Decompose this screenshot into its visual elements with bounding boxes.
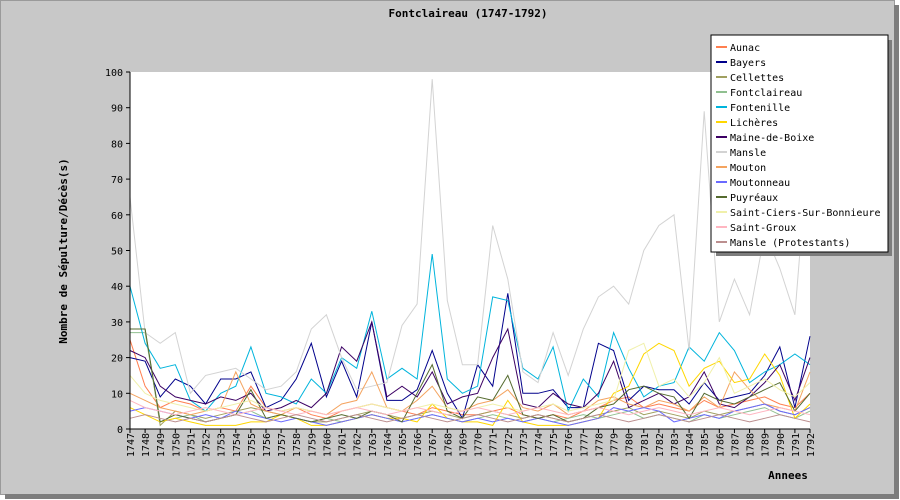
legend-label: Puyréaux — [730, 192, 778, 204]
legend-label: Lichères — [730, 117, 778, 129]
y-axis: 0 10 20 30 40 50 60 70 80 90 100 — [105, 68, 130, 436]
frame-shadow-bottom — [5, 494, 899, 499]
y-tick-label: 0 — [117, 425, 123, 436]
x-tick-label: 1751 — [186, 433, 197, 457]
series-line-saint-groux — [129, 399, 811, 416]
y-tick-label: 30 — [111, 318, 123, 329]
x-tick-label: 1754 — [232, 433, 243, 457]
x-tick-label: 1760 — [322, 433, 333, 457]
legend-label: Maine-de-Boixe — [730, 133, 814, 144]
legend-label: Mansle (Protestants) — [730, 238, 850, 249]
x-tick-label: 1763 — [368, 433, 379, 457]
x-tick-label: 1750 — [171, 433, 182, 457]
legend-label: Cellettes — [730, 73, 784, 84]
x-tick-label: 1776 — [564, 433, 575, 457]
x-tick-label: 1791 — [791, 433, 802, 457]
legend-label: Fontclaireau — [730, 88, 802, 99]
legend-label: Moutonneau — [730, 178, 790, 189]
series-line-mansle — [129, 79, 811, 395]
legend-box — [710, 34, 889, 253]
y-tick-label: 40 — [111, 282, 123, 293]
x-tick-label: 1749 — [156, 433, 167, 457]
legend-label: Aunac — [730, 43, 760, 54]
x-tick-label: 1778 — [594, 433, 605, 457]
x-tick-label: 1762 — [353, 433, 364, 457]
x-tick-label: 1792 — [806, 433, 817, 457]
x-tick-label: 1790 — [776, 433, 787, 457]
series-line-bayers — [129, 293, 811, 420]
legend-label: Mouton — [730, 163, 766, 174]
frame-shadow-right — [894, 5, 899, 499]
x-tick-label: 1770 — [474, 433, 485, 457]
series-line-maine-de-boixe — [129, 320, 811, 412]
x-tick-label: 1752 — [202, 433, 213, 457]
x-tick-label: 1757 — [277, 433, 288, 457]
y-tick-label: 100 — [105, 68, 123, 79]
x-tick-label: 1766 — [413, 433, 424, 457]
x-tick-label: 1765 — [398, 433, 409, 457]
y-tick-label: 50 — [111, 247, 123, 258]
y-tick-label: 80 — [111, 139, 123, 150]
x-tick-label: 1758 — [292, 433, 303, 457]
x-tick-label: 1771 — [489, 433, 500, 457]
series-line-fontenille — [129, 254, 811, 413]
legend-label: Saint-Ciers-Sur-Bonnieure — [730, 208, 881, 219]
x-tick-label: 1785 — [700, 433, 711, 457]
series-line-mansle-protestants — [129, 414, 811, 423]
series-line-licheres — [129, 342, 811, 426]
y-tick-label: 70 — [111, 175, 123, 186]
legend-label: Saint-Groux — [730, 223, 796, 234]
x-tick-label: 1781 — [640, 433, 651, 457]
x-tick-label: 1788 — [746, 433, 757, 457]
x-tick-label: 1774 — [534, 433, 545, 457]
x-tick-label: 1775 — [549, 433, 560, 457]
x-tick-label: 1779 — [610, 433, 621, 457]
legend-items: Aunac Bayers Cellettes Fontclaireau Fontenil… — [716, 43, 881, 249]
x-tick-label: 1783 — [670, 433, 681, 457]
x-axis: 1747 1748 1749 1750 1751 1752 1753 1754 1755 1756… — [126, 429, 817, 457]
x-tick-label: 1786 — [715, 433, 726, 457]
chart-title: Fontclaireau (1747-1792) — [389, 7, 548, 20]
x-tick-label: 1768 — [443, 433, 454, 457]
y-tick-label: 10 — [111, 389, 123, 400]
legend-label: Fontenille — [730, 103, 790, 114]
plot-area — [130, 72, 810, 429]
x-tick-label: 1789 — [761, 433, 772, 457]
x-tick-label: 1753 — [217, 433, 228, 457]
legend: Aunac Bayers Cellettes Fontclaireau Fontenil… — [710, 34, 892, 256]
x-tick-label: 1782 — [655, 433, 666, 457]
x-tick-label: 1787 — [730, 433, 741, 457]
x-tick-label: 1755 — [247, 433, 258, 457]
x-tick-label: 1761 — [338, 433, 349, 457]
x-tick-label: 1772 — [504, 433, 515, 457]
x-tick-label: 1764 — [383, 433, 394, 457]
x-tick-label: 1767 — [428, 433, 439, 457]
legend-label: Bayers — [730, 58, 766, 69]
x-tick-label: 1747 — [126, 433, 137, 457]
x-tick-label: 1756 — [262, 433, 273, 457]
y-axis-title: Nombre de Sépulture/Décès(s) — [57, 158, 70, 343]
x-tick-label: 1748 — [141, 433, 152, 457]
x-tick-label: 1759 — [307, 433, 318, 457]
series-lines — [129, 79, 811, 427]
x-tick-label: 1784 — [685, 433, 696, 457]
x-tick-label: 1769 — [458, 433, 469, 457]
x-tick-label: 1777 — [579, 433, 590, 457]
y-tick-label: 60 — [111, 211, 123, 222]
y-tick-label: 20 — [111, 354, 123, 365]
x-tick-label: 1773 — [519, 433, 530, 457]
legend-label: Mansle — [730, 148, 766, 159]
y-tick-label: 90 — [111, 104, 123, 115]
x-axis-title: Annees — [768, 469, 808, 482]
x-tick-label: 1780 — [625, 433, 636, 457]
